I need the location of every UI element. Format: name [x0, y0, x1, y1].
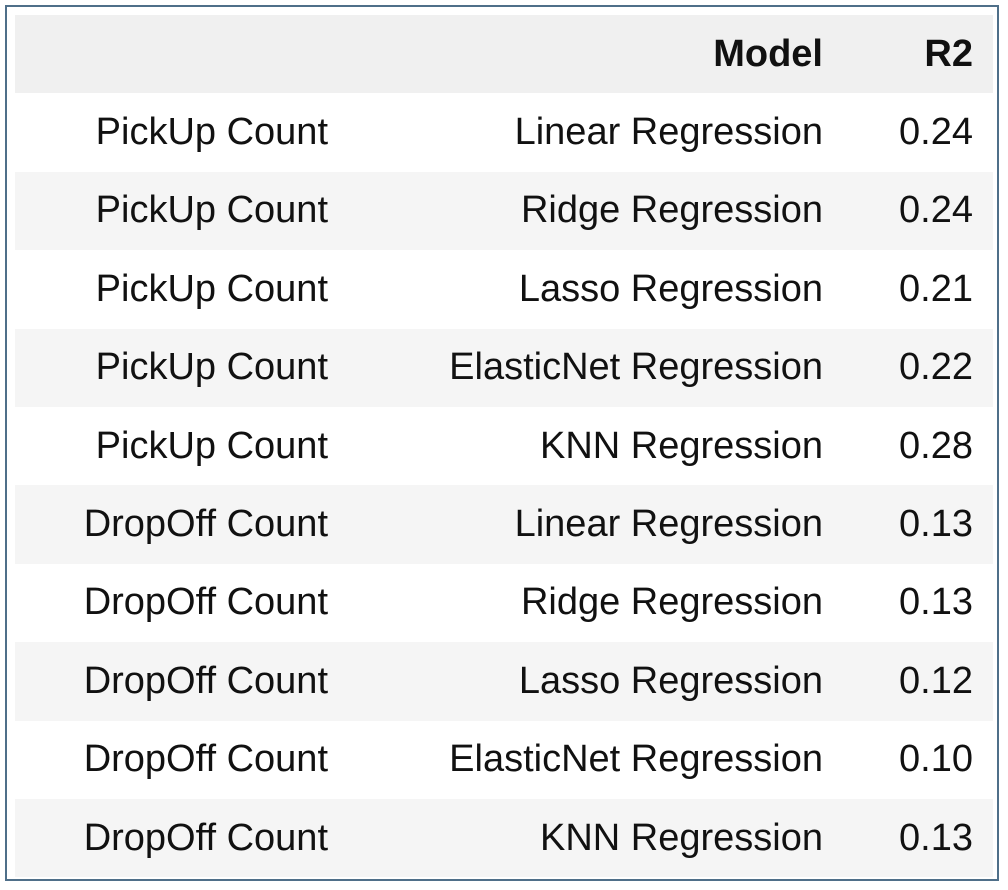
cell-model: Lasso Regression: [350, 250, 845, 329]
cell-model: Lasso Regression: [350, 642, 845, 721]
cell-model: ElasticNet Regression: [350, 720, 845, 799]
cell-target: DropOff Count: [15, 798, 350, 878]
table-row: DropOff Count ElasticNet Regression 0.10: [15, 720, 993, 799]
header-model: Model: [350, 15, 845, 94]
cell-target: PickUp Count: [15, 250, 350, 329]
cell-r2: 0.24: [845, 171, 993, 251]
cell-r2: 0.12: [845, 642, 993, 721]
table-row: PickUp Count ElasticNet Regression 0.22: [15, 328, 993, 407]
cell-model: KNN Regression: [350, 406, 845, 486]
table-row: DropOff Count KNN Regression 0.13: [15, 798, 993, 878]
header-r2: R2: [845, 15, 993, 94]
cell-target: PickUp Count: [15, 328, 350, 407]
table-row: PickUp Count Ridge Regression 0.24: [15, 171, 993, 251]
cell-target: DropOff Count: [15, 720, 350, 799]
cell-model: ElasticNet Regression: [350, 328, 845, 407]
table-row: PickUp Count Lasso Regression 0.21: [15, 250, 993, 329]
table-row: PickUp Count Linear Regression 0.24: [15, 93, 993, 172]
cell-r2: 0.13: [845, 563, 993, 643]
table-row: DropOff Count Lasso Regression 0.12: [15, 642, 993, 721]
cell-target: DropOff Count: [15, 563, 350, 643]
cell-model: Linear Regression: [350, 93, 845, 172]
cell-target: PickUp Count: [15, 93, 350, 172]
table-frame: Model R2 PickUp Count Linear Regression …: [5, 5, 999, 881]
cell-target: DropOff Count: [15, 485, 350, 564]
cell-r2: 0.28: [845, 406, 993, 486]
table-row: DropOff Count Ridge Regression 0.13: [15, 563, 993, 643]
cell-r2: 0.21: [845, 250, 993, 329]
cell-target: DropOff Count: [15, 642, 350, 721]
header-target: [15, 15, 350, 94]
results-table: Model R2 PickUp Count Linear Regression …: [15, 15, 993, 878]
cell-r2: 0.22: [845, 328, 993, 407]
header-row: Model R2: [15, 15, 993, 94]
cell-r2: 0.24: [845, 93, 993, 172]
cell-r2: 0.10: [845, 720, 993, 799]
table-header: Model R2: [15, 15, 993, 94]
cell-r2: 0.13: [845, 485, 993, 564]
cell-target: PickUp Count: [15, 171, 350, 251]
cell-model: KNN Regression: [350, 798, 845, 878]
cell-model: Linear Regression: [350, 485, 845, 564]
cell-model: Ridge Regression: [350, 171, 845, 251]
cell-r2: 0.13: [845, 798, 993, 878]
table-row: PickUp Count KNN Regression 0.28: [15, 406, 993, 486]
cell-model: Ridge Regression: [350, 563, 845, 643]
cell-target: PickUp Count: [15, 406, 350, 486]
table-row: DropOff Count Linear Regression 0.13: [15, 485, 993, 564]
table-body: PickUp Count Linear Regression 0.24 Pick…: [15, 93, 993, 878]
